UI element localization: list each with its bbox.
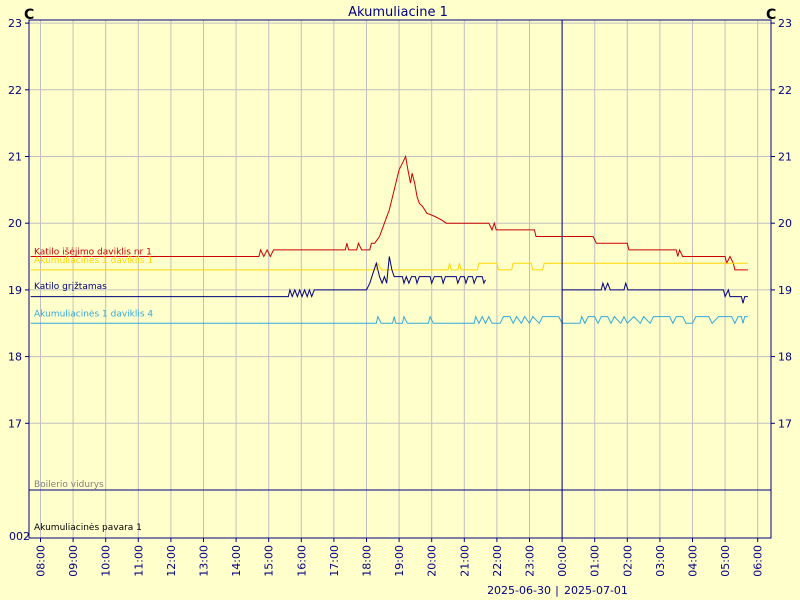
series-line <box>30 256 748 304</box>
x-tick-label: 15:00 <box>263 545 276 577</box>
y-tick-label-left: 23 <box>8 17 22 30</box>
x-tick-label: 02:00 <box>621 545 634 577</box>
x-tick-label: 19:00 <box>393 545 406 577</box>
x-tick-label: 17:00 <box>328 545 341 577</box>
x-tick-label: 12:00 <box>165 545 178 577</box>
x-tick-label: 09:00 <box>67 545 80 577</box>
labels: 17 17 18 18 19 19 20 20 21 21 22 22 23 23 08:00 09:00 10… <box>8 17 792 577</box>
series-line <box>30 154 748 271</box>
y-tick-label-right: 19 <box>778 284 792 297</box>
x-tick-label: 11:00 <box>132 545 145 577</box>
x-tick-label: 01:00 <box>589 545 602 577</box>
y-tick-label-left: 18 <box>8 351 22 364</box>
x-tick-label: 00:00 <box>556 545 569 577</box>
y-tick-label-left: 21 <box>8 151 22 164</box>
x-tick-label: 21:00 <box>458 545 471 577</box>
date-divider: | <box>555 584 559 597</box>
y-tick-label-right: 22 <box>778 84 792 97</box>
plot-border <box>28 19 772 539</box>
series-label: Akumuliacinės 1 daviklis 4 <box>34 310 153 320</box>
series-label: Katilo grįžtamas <box>34 282 107 292</box>
x-tick-label: 18:00 <box>361 545 374 577</box>
y-tick-label-right: 23 <box>778 17 792 30</box>
y-tick-label-right: 21 <box>778 151 792 164</box>
axes <box>25 19 775 542</box>
y-tick-label-right: 17 <box>778 417 792 430</box>
x-tick-label: 13:00 <box>198 545 211 577</box>
y-tick-label-left: 22 <box>8 84 22 97</box>
y-tick-label-left: 20 <box>8 217 22 230</box>
lower-panel-label: 002 <box>9 530 30 543</box>
series-label: Akumuliacinės pavara 1 <box>34 523 142 533</box>
chart-title: Akumuliacine 1 <box>348 5 448 20</box>
x-tick-label: 14:00 <box>230 545 243 577</box>
y-tick-label-left: 19 <box>8 284 22 297</box>
y-unit-left: C <box>24 7 34 23</box>
series-label: Katilo išėjimo daviklis nr 1 <box>34 247 152 258</box>
x-tick-label: 20:00 <box>426 545 439 577</box>
x-tick-label: 05:00 <box>719 545 732 577</box>
date-right: 2025-07-01 <box>564 584 628 597</box>
grid <box>29 20 771 538</box>
date-left: 2025-06-30 <box>487 584 551 597</box>
y-unit-right: C <box>766 7 776 23</box>
x-tick-label: 16:00 <box>295 545 308 577</box>
y-tick-label-right: 18 <box>778 351 792 364</box>
x-tick-label: 06:00 <box>752 545 765 577</box>
x-tick-label: 22:00 <box>491 545 504 577</box>
x-tick-label: 10:00 <box>100 545 113 577</box>
x-tick-label: 03:00 <box>654 545 667 577</box>
series-group <box>30 154 748 325</box>
y-tick-label-left: 17 <box>8 417 22 430</box>
x-tick-label: 08:00 <box>35 545 48 577</box>
series-line <box>30 315 748 325</box>
x-tick-label: 04:00 <box>687 545 700 577</box>
y-tick-label-right: 20 <box>778 217 792 230</box>
series-label: Boilerio vidurys <box>34 480 104 490</box>
series-label: Akumuliacinės 1 daviklis 1 <box>34 256 153 266</box>
series-line <box>30 261 748 271</box>
x-tick-label: 23:00 <box>524 545 537 577</box>
